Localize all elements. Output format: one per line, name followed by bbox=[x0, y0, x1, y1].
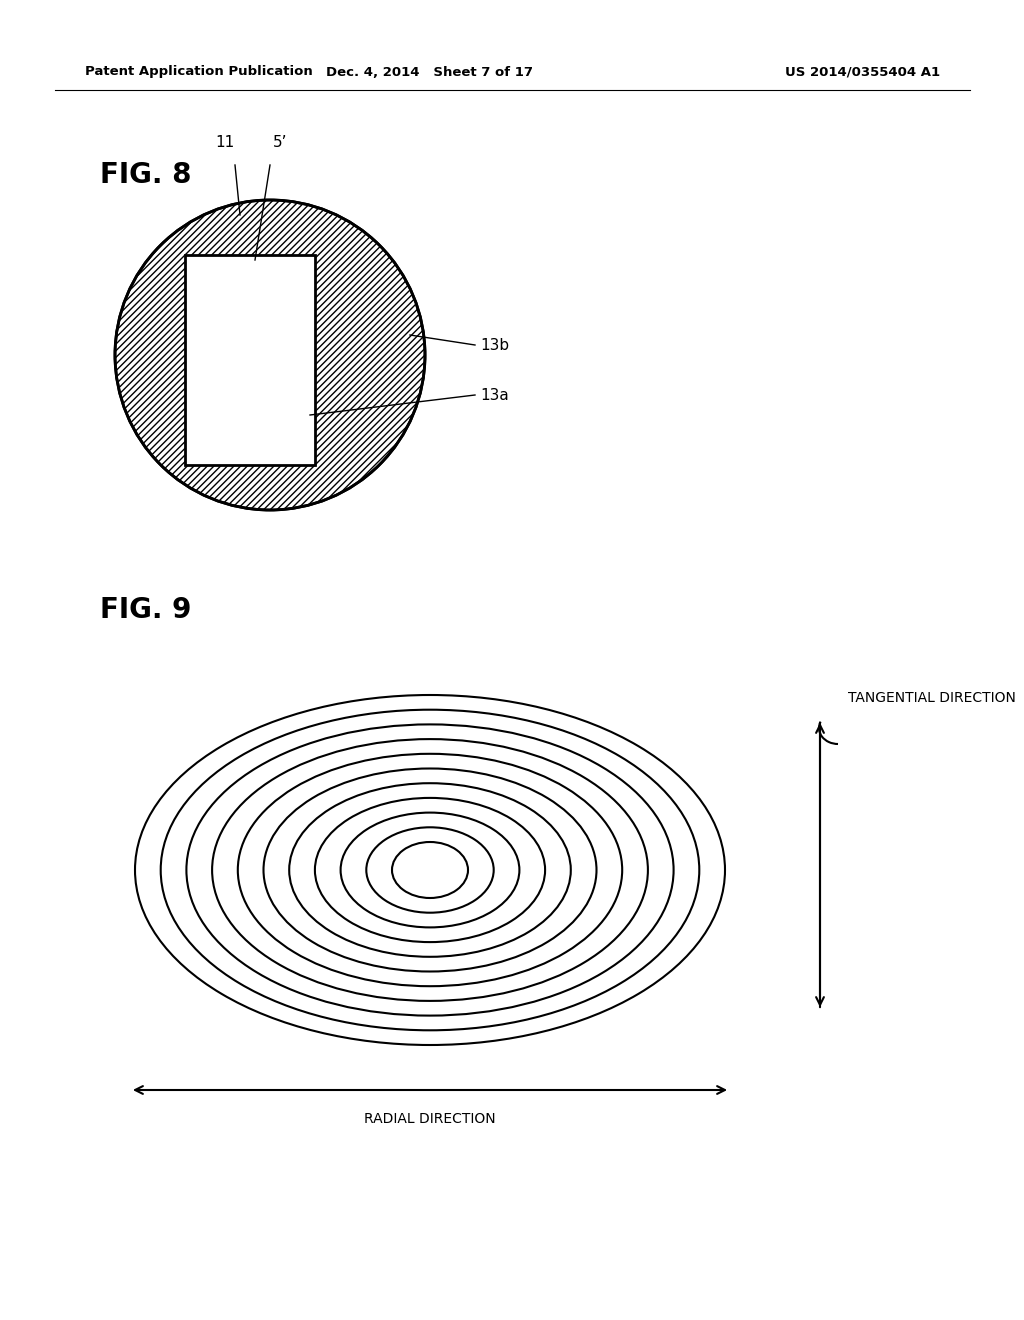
Text: 13a: 13a bbox=[480, 388, 509, 403]
Text: RADIAL DIRECTION: RADIAL DIRECTION bbox=[365, 1111, 496, 1126]
Text: US 2014/0355404 A1: US 2014/0355404 A1 bbox=[784, 66, 940, 78]
Text: 5’: 5’ bbox=[272, 135, 288, 150]
Text: 13b: 13b bbox=[480, 338, 509, 352]
Text: FIG. 8: FIG. 8 bbox=[100, 161, 191, 189]
Circle shape bbox=[115, 201, 425, 510]
Text: TANGENTIAL DIRECTION: TANGENTIAL DIRECTION bbox=[848, 690, 1016, 705]
Text: Dec. 4, 2014   Sheet 7 of 17: Dec. 4, 2014 Sheet 7 of 17 bbox=[327, 66, 534, 78]
Text: FIG. 9: FIG. 9 bbox=[100, 597, 191, 624]
Bar bbox=[185, 255, 315, 465]
Text: Patent Application Publication: Patent Application Publication bbox=[85, 66, 312, 78]
Text: 11: 11 bbox=[215, 135, 234, 150]
